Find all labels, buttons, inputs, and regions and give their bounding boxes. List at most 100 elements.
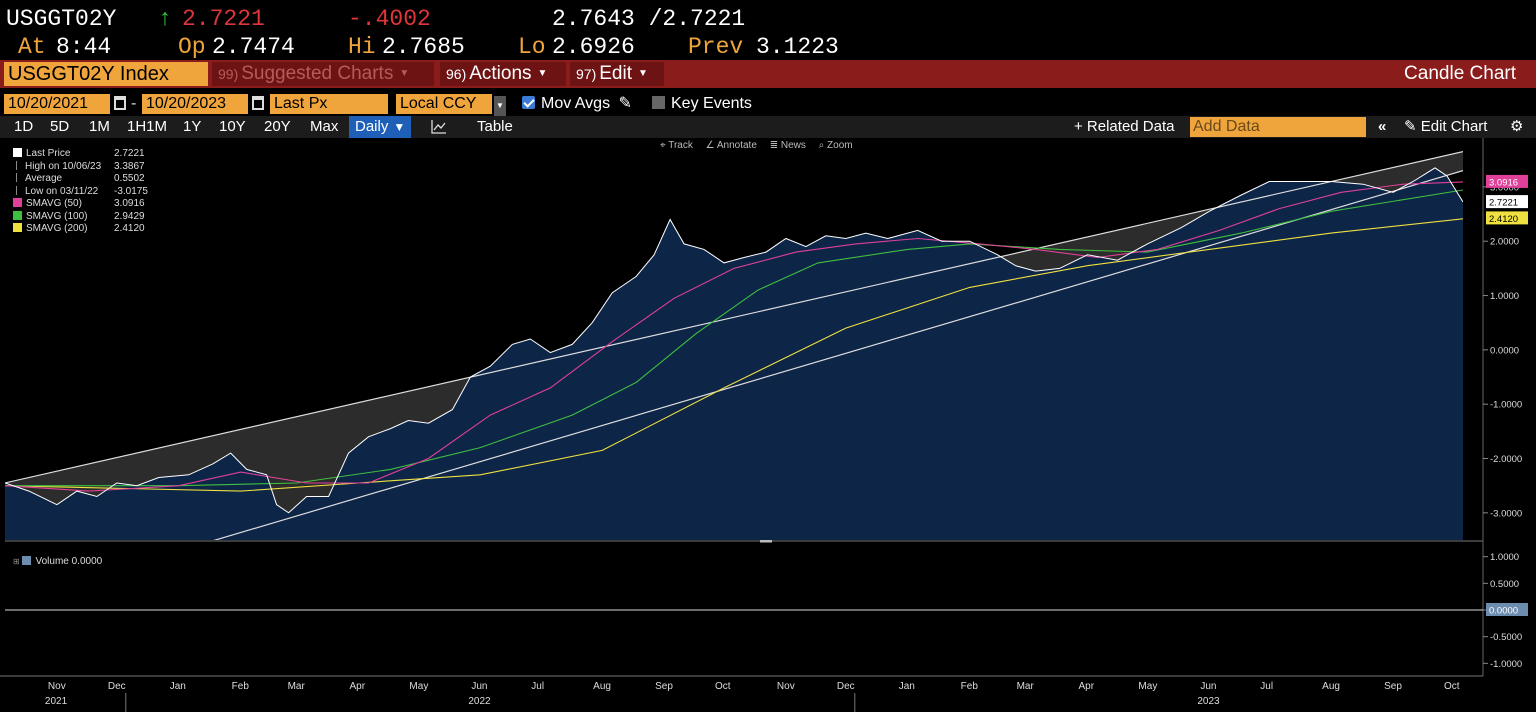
volume-axis-tag-bg: [1486, 603, 1528, 616]
field-select[interactable]: Last Px: [270, 94, 388, 114]
start-date-field[interactable]: 10/20/2021: [4, 94, 110, 114]
x-year-label: 2023: [1197, 696, 1220, 707]
legend-value: 2.4120: [114, 223, 145, 234]
y-tick-label: 0.0000: [1490, 345, 1519, 356]
y-tick-label: 2.0000: [1490, 237, 1519, 248]
suggested-charts-label: Suggested Charts: [241, 63, 394, 84]
table-button[interactable]: Table: [477, 118, 513, 135]
net-change: -.4002: [348, 6, 431, 32]
edit-menu[interactable]: 97) Edit ▼: [570, 62, 664, 86]
suggested-charts-menu[interactable]: 99) Suggested Charts ▼: [212, 62, 434, 86]
volume-legend: ⊞ Volume 0.0000: [13, 556, 102, 568]
checkbox-unchecked-icon: [652, 96, 665, 109]
legend-swatch: [13, 198, 22, 207]
track-label: Track: [668, 140, 693, 151]
sma50-axis-tag-bg: [1486, 174, 1528, 188]
line-chart-icon[interactable]: [430, 116, 448, 138]
range-1h1m[interactable]: 1H1M: [127, 118, 168, 135]
x-month-label: Feb: [961, 681, 979, 692]
range-1m[interactable]: 1M: [89, 118, 110, 135]
calendar-icon[interactable]: [252, 96, 264, 110]
legend-swatch: [13, 223, 22, 232]
x-month-label: Apr: [1079, 681, 1095, 692]
x-month-label: Aug: [593, 681, 611, 692]
x-month-label: May: [409, 681, 428, 692]
pencil-icon[interactable]: ✎: [618, 95, 632, 112]
x-month-label: Oct: [1444, 681, 1460, 692]
news-label: News: [780, 140, 806, 151]
y-tick-label: -2.0000: [1490, 454, 1522, 465]
legend-swatch: [13, 210, 22, 220]
price-area: [5, 167, 1463, 540]
chevron-down-icon: ▼: [399, 68, 410, 79]
sma50-axis-tag: 3.0916: [1489, 177, 1518, 188]
add-data-input[interactable]: Add Data: [1190, 117, 1366, 137]
range-max[interactable]: Max: [310, 118, 339, 135]
expand-icon[interactable]: ⊞: [13, 557, 20, 566]
legend-value: 3.0916: [114, 198, 145, 209]
x-month-label: Nov: [48, 681, 66, 692]
related-data-button[interactable]: + Related Data: [1074, 118, 1175, 135]
y-tick-label: -3.0000: [1490, 508, 1522, 519]
edit-label: Edit: [599, 63, 632, 84]
up-arrow-icon: ↑: [158, 6, 172, 32]
calendar-icon[interactable]: [114, 96, 126, 110]
chevron-down-icon: ▼: [494, 96, 506, 116]
news-button[interactable]: ≣ News: [769, 140, 806, 151]
legend-swatch: [16, 173, 21, 182]
legend-value: 2.7221: [114, 148, 145, 159]
last-price-line: [5, 167, 1463, 514]
edit-chart-button[interactable]: ✎ Edit Chart: [1404, 116, 1487, 138]
open-value: 2.7474: [212, 34, 295, 60]
period-select[interactable]: Daily ▼: [349, 116, 412, 138]
legend-row: Average 0.5502: [13, 173, 145, 185]
last-price: 2.7221: [182, 6, 265, 32]
legend-swatch: [16, 160, 21, 170]
at-label: At: [18, 34, 46, 60]
end-date-field[interactable]: 10/20/2023: [142, 94, 248, 114]
sma50-line: [5, 181, 1463, 492]
sma200-axis-tag-bg: [1486, 211, 1528, 225]
legend-label: Low on 03/11/22: [25, 185, 99, 197]
x-month-label: Jan: [899, 681, 915, 692]
legend-label: SMAVG (50): [26, 198, 82, 209]
title-bar: USGGT02Y Index 99) Suggested Charts ▼ 96) A…: [0, 60, 1536, 88]
channel-lower-line: [213, 170, 1463, 540]
volume-value: 0.0000: [71, 556, 103, 567]
gear-icon[interactable]: ⚙: [1510, 118, 1524, 135]
security-field[interactable]: USGGT02Y Index: [4, 62, 208, 86]
high-label: Hi: [348, 34, 376, 60]
price-chart[interactable]: 3.00002.00001.00000.0000-1.0000-2.0000-3…: [0, 138, 1536, 712]
range-5d[interactable]: 5D: [50, 118, 70, 135]
legend-row: SMAVG (100) 2.9429: [13, 210, 145, 223]
range-20y[interactable]: 20Y: [264, 118, 291, 135]
mov-avgs-toggle[interactable]: Mov Avgs ✎: [522, 94, 632, 114]
chevron-down-icon: ▼: [637, 68, 648, 79]
range-10y[interactable]: 10Y: [219, 118, 246, 135]
range-1y[interactable]: 1Y: [183, 118, 202, 135]
checkbox-checked-icon: [522, 96, 535, 109]
legend-label: Average: [25, 173, 63, 184]
chart-type-title: Candle Chart: [1404, 63, 1516, 84]
chevron-down-icon: ▼: [537, 68, 548, 79]
range-1d[interactable]: 1D: [14, 118, 34, 135]
zoom-button[interactable]: ⌕ Zoom: [818, 140, 853, 151]
actions-label: Actions: [469, 63, 532, 84]
chart-area[interactable]: 3.00002.00001.00000.0000-1.0000-2.0000-3…: [0, 138, 1536, 712]
legend-row: SMAVG (50) 3.0916: [13, 198, 145, 210]
period-value: Daily: [355, 118, 389, 135]
collapse-icon[interactable]: «: [1378, 118, 1387, 135]
last-price-axis-tag: 2.7221: [1489, 198, 1518, 209]
mov-avgs-label: Mov Avgs: [541, 95, 611, 112]
annotate-button[interactable]: ∠ Annotate: [705, 140, 757, 151]
legend-row: SMAVG (200) 2.4120: [13, 223, 145, 235]
chart-mini-toolbar: ⌖ Track ∠ Annotate ≣ News ⌕ Zoom: [660, 140, 853, 151]
track-button[interactable]: ⌖ Track: [660, 140, 693, 151]
x-month-label: Oct: [715, 681, 731, 692]
legend-swatch: [13, 148, 22, 157]
open-label: Op: [178, 34, 206, 60]
currency-select[interactable]: Local CCY ▼: [396, 94, 506, 116]
actions-menu[interactable]: 96) Actions ▼: [440, 62, 566, 86]
key-events-toggle[interactable]: Key Events: [652, 94, 752, 114]
low-label: Lo: [518, 34, 546, 60]
